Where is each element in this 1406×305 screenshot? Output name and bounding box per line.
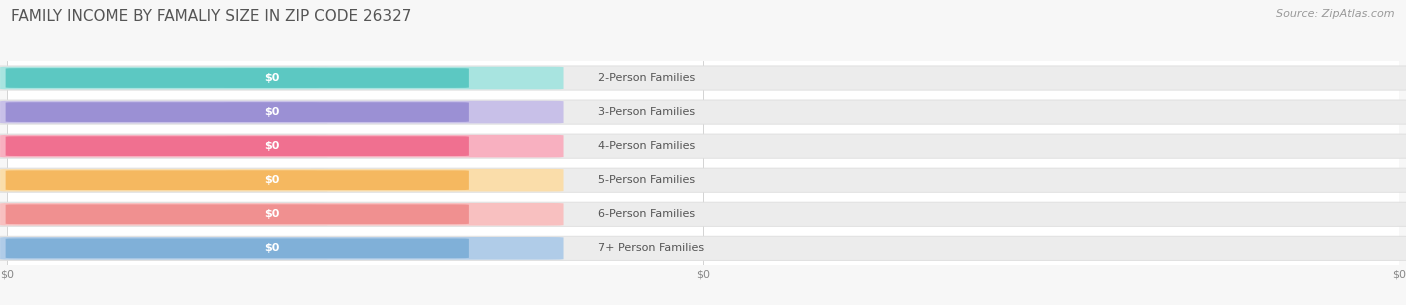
FancyBboxPatch shape [0, 134, 1406, 158]
FancyBboxPatch shape [0, 67, 328, 89]
Text: $0: $0 [264, 141, 280, 151]
Text: $0: $0 [264, 243, 280, 253]
FancyBboxPatch shape [0, 66, 1406, 90]
FancyBboxPatch shape [6, 102, 468, 122]
FancyBboxPatch shape [0, 236, 1406, 260]
Text: 5-Person Families: 5-Person Families [598, 175, 695, 185]
Text: 4-Person Families: 4-Person Families [598, 141, 696, 151]
Text: FAMILY INCOME BY FAMALIY SIZE IN ZIP CODE 26327: FAMILY INCOME BY FAMALIY SIZE IN ZIP COD… [11, 9, 412, 24]
FancyBboxPatch shape [0, 101, 328, 124]
FancyBboxPatch shape [224, 69, 319, 88]
FancyBboxPatch shape [0, 237, 328, 260]
Text: $0: $0 [264, 175, 280, 185]
FancyBboxPatch shape [224, 205, 319, 224]
FancyBboxPatch shape [0, 203, 564, 226]
FancyBboxPatch shape [224, 103, 319, 121]
FancyBboxPatch shape [6, 68, 468, 88]
FancyBboxPatch shape [0, 169, 564, 192]
FancyBboxPatch shape [0, 169, 328, 192]
FancyBboxPatch shape [6, 239, 468, 258]
Text: 7+ Person Families: 7+ Person Families [598, 243, 704, 253]
FancyBboxPatch shape [0, 202, 1406, 226]
Text: $0: $0 [264, 209, 280, 219]
FancyBboxPatch shape [0, 168, 1406, 192]
FancyBboxPatch shape [224, 171, 319, 190]
Text: 3-Person Families: 3-Person Families [598, 107, 695, 117]
FancyBboxPatch shape [6, 136, 468, 156]
Text: Source: ZipAtlas.com: Source: ZipAtlas.com [1277, 9, 1395, 19]
FancyBboxPatch shape [0, 100, 1406, 124]
FancyBboxPatch shape [224, 239, 319, 258]
Text: 2-Person Families: 2-Person Families [598, 73, 696, 83]
FancyBboxPatch shape [0, 203, 328, 226]
FancyBboxPatch shape [0, 237, 564, 260]
Text: $0: $0 [264, 73, 280, 83]
FancyBboxPatch shape [0, 101, 564, 124]
FancyBboxPatch shape [6, 204, 468, 224]
FancyBboxPatch shape [224, 137, 319, 156]
FancyBboxPatch shape [6, 170, 468, 190]
Text: $0: $0 [264, 107, 280, 117]
FancyBboxPatch shape [0, 67, 564, 89]
FancyBboxPatch shape [0, 135, 564, 157]
FancyBboxPatch shape [0, 135, 328, 157]
Text: 6-Person Families: 6-Person Families [598, 209, 695, 219]
